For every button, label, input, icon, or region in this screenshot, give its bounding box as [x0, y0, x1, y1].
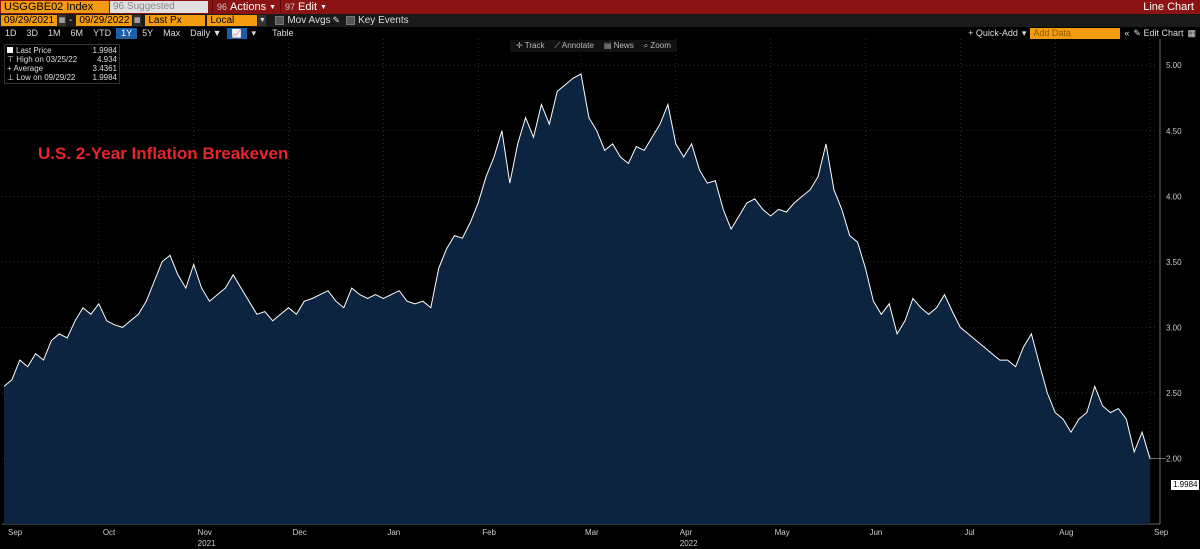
period-1d[interactable]: 1D — [5, 27, 17, 38]
legend-high-value: 4.934 — [96, 55, 117, 64]
x-tick-label: Feb — [482, 528, 496, 537]
y-tick-label: 4.50 — [1166, 127, 1182, 136]
suggested-charts-num: 96 — [113, 1, 125, 12]
chevron-down-icon[interactable]: ▼ — [258, 15, 267, 26]
actions-label: Actions — [230, 1, 267, 13]
x-tick-label: Jan — [387, 528, 400, 537]
top-toolbar: USGGBE02 Index 96 Suggested Charts 96Act… — [0, 0, 1200, 24]
period-max[interactable]: Max — [163, 27, 181, 38]
last-value-tag: 1.9984 — [1171, 480, 1200, 490]
pencil-icon[interactable]: ✎ — [332, 15, 341, 25]
x-tick-label: Jul — [964, 528, 974, 537]
legend-low-value: 1.9984 — [92, 73, 117, 82]
chevron-down-icon[interactable]: ▾ — [251, 27, 257, 38]
period-ytd[interactable]: YTD — [93, 27, 112, 38]
edit-chart-label: Edit Chart — [1143, 27, 1184, 38]
annotate-tool[interactable]: ⟋ Annotate — [554, 41, 594, 50]
x-tick-label: Sep — [1154, 528, 1169, 537]
caret-down-icon: ▼ — [320, 3, 327, 11]
legend-avg-label: Average — [13, 64, 44, 73]
chevron-down-icon[interactable]: ▾ — [1021, 27, 1027, 38]
y-tick-label: 2.50 — [1166, 389, 1182, 398]
legend-low-label: Low on 09/29/22 — [16, 73, 76, 82]
ticker-field[interactable]: USGGBE02 Index — [1, 1, 109, 13]
line-chart-icon[interactable]: 📈 — [226, 27, 247, 39]
bar3-right: + Quick-Add ▾ Add Data « ✎ Edit Chart ▦ — [968, 27, 1200, 39]
year-label-2022: 2022 — [680, 539, 698, 548]
actions-num: 96 — [217, 2, 228, 12]
y-tick-label: 2.00 — [1166, 454, 1182, 463]
chart-type-title: Line Chart — [1143, 1, 1194, 13]
legend-last-price-label: Last Price — [16, 46, 52, 55]
date-separator: - — [69, 15, 73, 26]
currency-select[interactable]: Local CCY — [207, 15, 258, 37]
track-label: Track — [524, 41, 545, 50]
key-events-label: Key Events — [358, 15, 409, 26]
legend-last-price-value: 1.9984 — [92, 46, 117, 55]
edit-label: Edit — [298, 1, 318, 13]
calendar-icon[interactable]: ▦ — [58, 15, 66, 26]
period-3d[interactable]: 3D — [26, 27, 39, 38]
end-date-field[interactable]: 09/29/2022 — [76, 15, 133, 26]
caret-down-icon: ▼ — [269, 3, 277, 11]
last-price-swatch — [7, 47, 13, 53]
x-tick-label: Aug — [1059, 528, 1073, 537]
chart-annotation: U.S. 2-Year Inflation Breakeven — [38, 144, 289, 163]
period-1y[interactable]: 1Y — [116, 27, 138, 39]
frequency-label: Daily — [190, 27, 211, 38]
date-toolbar: 09/29/2021 ▦ - 09/29/2022 ▦ Last Px Loca… — [0, 14, 1200, 37]
y-tick-label: 3.00 — [1166, 323, 1182, 332]
grid-menu-icon[interactable]: ▦ — [1187, 27, 1196, 38]
x-tick-label: Oct — [103, 528, 116, 537]
suggested-charts-button[interactable]: 96 Suggested Charts — [110, 1, 208, 24]
y-tick-label: 3.50 — [1166, 258, 1182, 267]
legend-avg-value: 3.4361 — [92, 64, 117, 73]
series-line — [3, 73, 1151, 459]
series-area — [4, 73, 1150, 525]
x-tick-label: Apr — [680, 528, 693, 537]
x-tick-label: Dec — [293, 528, 307, 537]
chart-legend: Last Price 1.9984 ⊤ High on 03/25/22 4.934… — [4, 44, 120, 84]
edit-menu[interactable]: 97 Edit ▼ — [280, 0, 331, 14]
period-toolbar: 1D 3D 1M 6M YTD 1Y 5Y Max Daily ▼ 📈 ▾ Ta… — [0, 27, 1200, 39]
y-tick-label: 4.00 — [1166, 192, 1182, 201]
y-tick-label: 5.00 — [1166, 61, 1182, 70]
news-tool[interactable]: ▤ News — [603, 41, 634, 50]
mov-avgs-checkbox[interactable] — [275, 16, 285, 25]
edit-num: 97 — [285, 2, 296, 12]
chart-svg[interactable]: 2.00 2.50 3.00 3.50 4.00 4.50 5.00 Sep Oct Nov Dec… — [0, 39, 1200, 549]
actions-menu[interactable]: 96 Actions ▼ — [212, 0, 280, 14]
track-tool[interactable]: ✛ Track — [516, 41, 545, 50]
calendar-icon[interactable]: ▦ — [133, 15, 142, 26]
x-tick-label: Sep — [8, 528, 23, 537]
mov-avgs-label: Mov Avgs — [287, 15, 331, 26]
period-5y[interactable]: 5Y — [142, 27, 154, 38]
x-tick-label: Mar — [585, 528, 599, 537]
quick-add-button[interactable]: + Quick-Add — [968, 28, 1018, 38]
x-tick-label: Nov — [198, 528, 212, 537]
legend-high-label: High on 03/25/22 — [16, 55, 78, 64]
period-6m[interactable]: 6M — [70, 27, 84, 38]
zoom-tool[interactable]: ⌕ Zoom — [643, 41, 671, 50]
add-data-input[interactable]: Add Data — [1030, 27, 1121, 39]
x-tick-label: Jun — [869, 528, 882, 537]
news-label: News — [613, 41, 634, 50]
collapse-icon[interactable]: « — [1124, 28, 1130, 38]
start-date-field[interactable]: 09/29/2021 — [1, 15, 57, 26]
annotate-label: Annotate — [561, 41, 594, 50]
caret-down-icon: ▼ — [212, 27, 222, 38]
frequency-select[interactable]: Daily ▼ — [185, 28, 226, 39]
period-1m[interactable]: 1M — [48, 27, 61, 38]
x-tick-label: May — [775, 528, 790, 537]
key-events-checkbox[interactable] — [346, 16, 356, 25]
chart-tools: ✛ Track ⟋ Annotate ▤ News ⌕ Zoom — [510, 40, 677, 52]
zoom-label: Zoom — [650, 41, 671, 50]
year-label-2021: 2021 — [198, 539, 216, 548]
edit-chart-button[interactable]: ✎ Edit Chart — [1133, 27, 1184, 38]
table-button[interactable]: Table — [272, 27, 294, 38]
field-select[interactable]: Last Px — [145, 15, 206, 26]
